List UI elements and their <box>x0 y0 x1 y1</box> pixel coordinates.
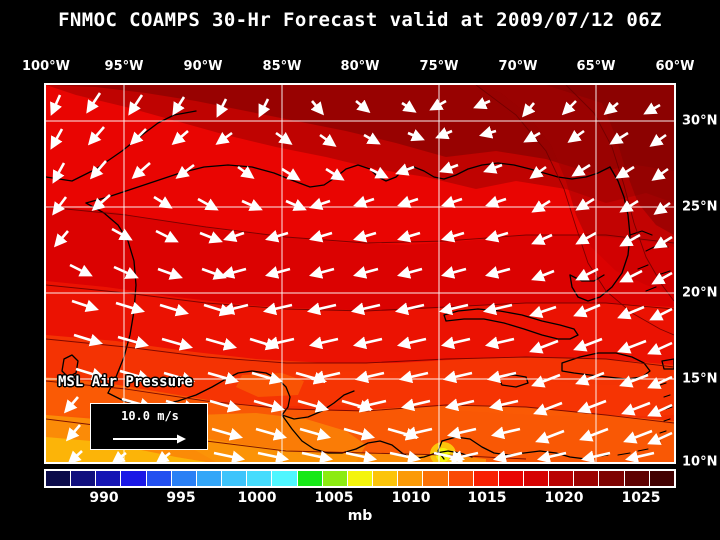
lon-tick-90w: 90°W <box>183 59 223 74</box>
colorbar-tick-1010: 1010 <box>391 490 431 506</box>
lat-tick-right-30n: 30°N <box>682 113 718 129</box>
lat-tick-right-15n: 15°N <box>682 371 718 387</box>
colorbar-swatch-24 <box>649 471 674 486</box>
colorbar-swatch-20 <box>549 471 575 486</box>
field-label: MSL Air Pressure <box>58 374 193 390</box>
colorbar-swatch-19 <box>523 471 550 486</box>
page-title: FNMOC COAMPS 30-Hr Forecast valid at 200… <box>58 9 662 31</box>
lat-tick-right-10n: 10°N <box>682 454 718 470</box>
colorbar-swatch-13 <box>373 471 399 486</box>
colorbar-swatch-1 <box>71 471 97 486</box>
colorbar-swatch-10 <box>297 471 323 486</box>
wind-scale-label: 10.0 m/s <box>121 409 179 423</box>
colorbar-swatch-0 <box>46 471 72 486</box>
lon-tick-70w: 70°W <box>498 59 538 74</box>
colorbar-swatch-16 <box>448 471 474 486</box>
wind-arrow-icon <box>113 434 186 444</box>
lon-tick-100w: 100°W <box>22 59 70 74</box>
colorbar-tick-1000: 1000 <box>237 490 277 506</box>
lon-tick-95w: 95°W <box>104 59 144 74</box>
lon-tick-80w: 80°W <box>340 59 380 74</box>
lat-tick-right-25n: 25°N <box>682 199 718 215</box>
lon-tick-75w: 75°W <box>419 59 459 74</box>
colorbar-tick-1025: 1025 <box>621 490 661 506</box>
colorbar-swatch-22 <box>599 471 625 486</box>
colorbar-swatch-7 <box>222 471 248 486</box>
colorbar-swatch-2 <box>96 471 122 486</box>
wind-scale-key: 10.0 m/s <box>90 403 208 450</box>
lon-tick-65w: 65°W <box>576 59 616 74</box>
colorbar-swatch-12 <box>347 471 374 486</box>
colorbar-tick-1015: 1015 <box>467 490 507 506</box>
colorbar-swatch-23 <box>624 471 650 486</box>
colorbar-tick-990: 990 <box>89 490 119 506</box>
colorbar-swatch-9 <box>272 471 298 486</box>
colorbar-swatch-5 <box>171 471 197 486</box>
colorbar-swatch-3 <box>121 471 147 486</box>
colorbar-swatch-14 <box>398 471 424 486</box>
lat-tick-right-20n: 20°N <box>682 285 718 301</box>
colorbar-tick-1020: 1020 <box>544 490 584 506</box>
colorbar-swatch-11 <box>322 471 348 486</box>
colorbar-swatch-4 <box>146 471 172 486</box>
wind-vector-field <box>50 92 673 462</box>
lon-tick-60w: 60°W <box>655 59 695 74</box>
colorbar-swatch-8 <box>247 471 273 486</box>
colorbar-unit-label: mb <box>347 508 373 524</box>
colorbar-tick-1005: 1005 <box>314 490 354 506</box>
colorbar-swatch-18 <box>498 471 524 486</box>
colorbar-swatch-6 <box>196 471 223 486</box>
graticule-gridlines <box>46 85 674 462</box>
pressure-colorbar <box>44 469 676 488</box>
map-plot-area[interactable]: MSL Air Pressure 10.0 m/s <box>44 83 676 464</box>
colorbar-swatch-17 <box>473 471 499 486</box>
colorbar-swatch-21 <box>574 471 600 486</box>
lon-tick-85w: 85°W <box>262 59 302 74</box>
colorbar-swatch-15 <box>423 471 449 486</box>
colorbar-tick-995: 995 <box>166 490 196 506</box>
